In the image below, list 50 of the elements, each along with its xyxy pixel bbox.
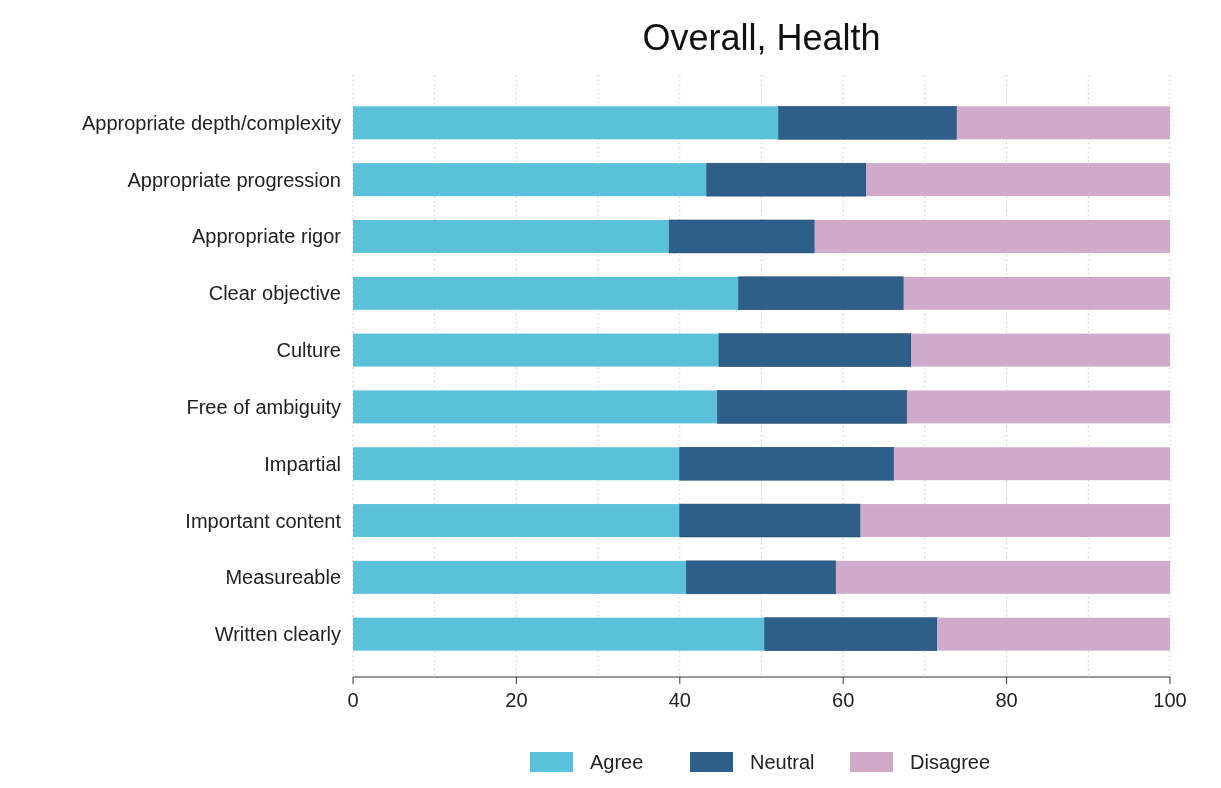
y-tick-label: Important content	[185, 509, 342, 532]
bar	[353, 333, 720, 367]
y-tick-label: Impartial	[264, 452, 341, 475]
bar	[937, 617, 1170, 651]
bar	[353, 390, 718, 424]
x-tick-label: 0	[347, 689, 359, 711]
bar	[706, 162, 867, 197]
bar	[893, 447, 1170, 481]
bar	[956, 106, 1170, 140]
bar	[903, 276, 1170, 310]
bar	[668, 219, 815, 254]
legend-label: Agree	[590, 751, 644, 773]
bar	[353, 560, 687, 594]
y-tick-label: Written clearly	[214, 623, 341, 646]
bar	[353, 504, 680, 538]
bar	[866, 163, 1170, 197]
bar	[738, 276, 904, 311]
bar	[860, 504, 1170, 538]
bar	[679, 446, 895, 481]
x-tick-label: 80	[995, 689, 1018, 711]
bar	[911, 333, 1170, 367]
bar	[814, 219, 1170, 253]
bar	[778, 106, 958, 140]
bar	[717, 390, 908, 424]
x-tick-label: 100	[1153, 689, 1187, 711]
y-tick-label: Appropriate depth/complexity	[81, 111, 341, 134]
legend-label: Neutral	[750, 751, 815, 773]
bar	[353, 617, 765, 651]
x-tick-label: 40	[668, 689, 691, 711]
legend-label: Disagree	[910, 751, 991, 773]
y-tick-label: Appropriate rigor	[192, 225, 342, 248]
bar	[353, 447, 680, 481]
bar	[353, 219, 670, 253]
y-tick-label: Appropriate progression	[127, 168, 341, 191]
y-tick-label: Clear objective	[208, 282, 341, 305]
bar	[353, 163, 707, 197]
bar	[353, 276, 739, 310]
bar	[679, 503, 861, 538]
x-tick-label: 20	[505, 689, 528, 711]
y-tick-label: Free of ambiguity	[186, 395, 341, 418]
bar	[835, 560, 1170, 594]
bar	[686, 560, 837, 595]
y-tick-label: Measureable	[225, 566, 341, 589]
bar	[764, 617, 938, 651]
bar	[718, 333, 912, 367]
y-tick-label: Culture	[276, 339, 341, 362]
chart-title: Overall, Health	[642, 17, 881, 58]
x-tick-label: 60	[832, 689, 855, 711]
bar	[906, 390, 1170, 424]
bar	[353, 106, 779, 140]
